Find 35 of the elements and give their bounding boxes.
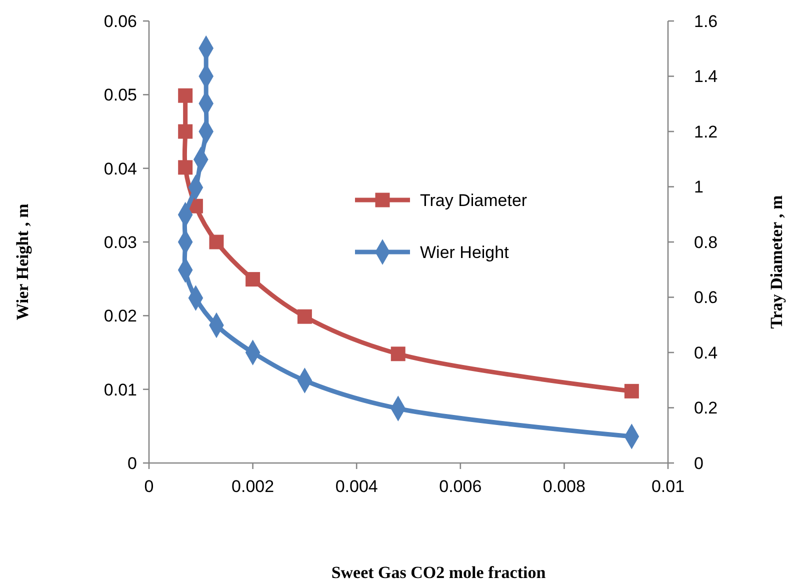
y2-tick-label: 0 <box>694 454 704 473</box>
x-tick-label: 0 <box>144 477 154 496</box>
y2-axis-title: Tray Diameter , m <box>767 195 786 329</box>
y-tick-label: 0.02 <box>104 306 137 326</box>
y-axis-title: Wier Height , m <box>13 204 32 320</box>
y-tick-label: 0.04 <box>104 159 137 178</box>
y2-tick-label: 1.6 <box>694 12 718 31</box>
legend-label: Wier Height <box>420 242 510 262</box>
x-tick-label: 0.004 <box>335 477 378 496</box>
x-tick-label: 0.002 <box>232 477 274 496</box>
point <box>624 384 639 398</box>
y2-tick-label: 1.2 <box>694 122 718 142</box>
y-tick-label: 0.03 <box>104 232 137 252</box>
point <box>178 160 193 175</box>
point <box>297 309 312 324</box>
y-tick-label: 0.01 <box>104 380 137 400</box>
y2-tick-label: 1.4 <box>694 67 718 86</box>
y-tick-label: 0.06 <box>104 12 137 31</box>
point <box>209 234 224 250</box>
y-tick-label: 0 <box>128 454 137 473</box>
legend-label: Tray Diameter <box>420 190 528 210</box>
y2-tick-label: 0.6 <box>694 288 718 308</box>
x-tick-label: 0.008 <box>542 477 586 496</box>
point <box>246 272 260 287</box>
y2-tick-label: 0.2 <box>694 398 718 418</box>
y2-tick-label: 0.8 <box>694 232 718 252</box>
point <box>390 346 406 362</box>
y2-tick-label: 1 <box>694 178 704 197</box>
y2-tick-label: 0.4 <box>694 343 718 362</box>
point <box>178 124 193 139</box>
point <box>178 88 193 103</box>
x-axis-title: Sweet Gas CO2 mole fraction <box>331 563 546 582</box>
y-tick-label: 0.05 <box>104 86 137 105</box>
x-tick-label: 0.01 <box>651 477 685 496</box>
x-tick-label: 0.006 <box>439 477 482 496</box>
